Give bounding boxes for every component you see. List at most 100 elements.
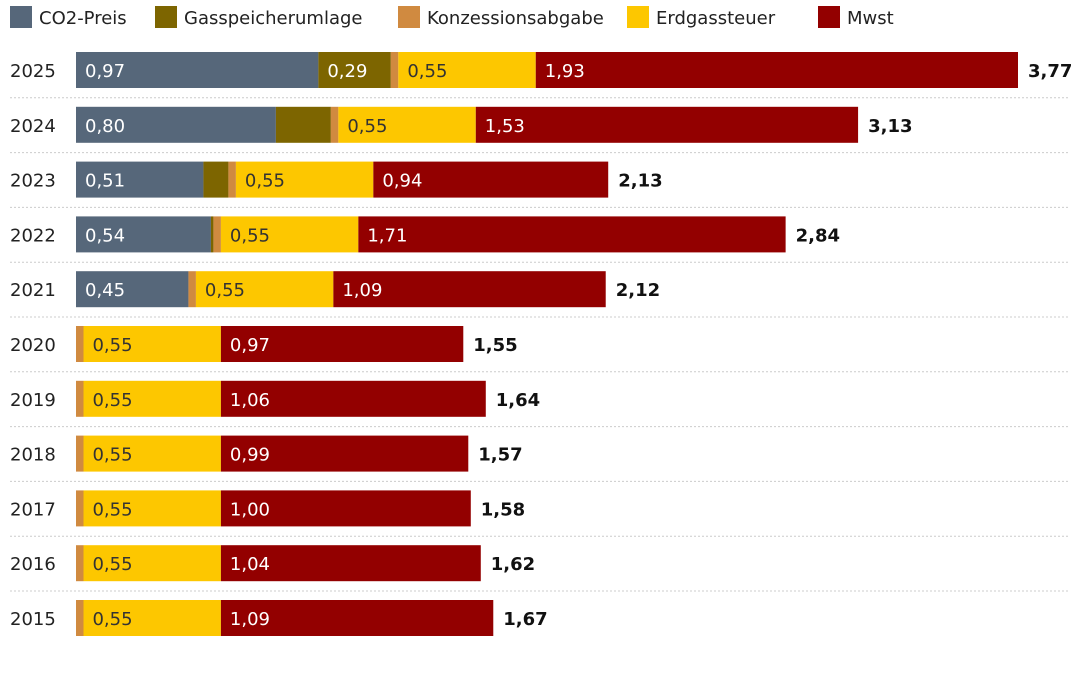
bar-segment [203, 161, 229, 198]
bar-segment [76, 106, 276, 143]
bar-segment [338, 106, 476, 143]
bar-segment [373, 161, 609, 198]
category-label: 2017 [10, 499, 56, 520]
bar-segment [535, 52, 1018, 88]
total-label: 2,12 [616, 280, 660, 301]
data-label: 0,55 [92, 499, 132, 520]
data-label: 1,93 [545, 61, 585, 82]
bar-segment [83, 600, 221, 636]
legend-swatch [398, 6, 420, 28]
total-label: 3,77 [1028, 61, 1072, 82]
total-label: 1,62 [491, 554, 535, 575]
bar-segment [220, 216, 359, 253]
legend-label: Mwst [847, 8, 894, 29]
legend-swatch [818, 6, 840, 28]
bar-segment [76, 161, 204, 198]
bar-segment [220, 490, 471, 527]
bar-segment [318, 52, 391, 88]
category-label: 2016 [10, 554, 56, 575]
category-label: 2020 [10, 335, 56, 356]
data-label: 0,97 [85, 61, 125, 82]
bar-segment [398, 52, 536, 88]
bar-segment [220, 545, 481, 582]
data-label: 0,55 [92, 335, 132, 356]
bar-segment [220, 600, 494, 636]
bar-segment [220, 326, 464, 362]
category-label: 2023 [10, 171, 56, 192]
category-label: 2019 [10, 390, 56, 411]
category-label: 2024 [10, 116, 56, 137]
bar-segment [83, 435, 221, 472]
bar-segment [333, 271, 606, 308]
data-label: 1,00 [230, 499, 270, 520]
bar-segment [275, 106, 331, 143]
legend-label: CO2-Preis [39, 8, 127, 29]
category-label: 2021 [10, 280, 56, 301]
total-label: 1,58 [481, 499, 525, 520]
data-label: 1,09 [230, 609, 270, 630]
bar-segment [76, 271, 189, 308]
total-label: 2,13 [618, 171, 662, 192]
data-label: 0,51 [85, 171, 125, 192]
data-label: 0,29 [327, 61, 367, 82]
data-label: 0,80 [85, 116, 125, 137]
legend-swatch [627, 6, 649, 28]
bar-segment [213, 216, 221, 253]
category-label: 2015 [10, 609, 56, 630]
data-label: 0,55 [92, 554, 132, 575]
data-label: 0,55 [245, 171, 285, 192]
data-label: 0,55 [347, 116, 387, 137]
bar-segment [330, 106, 339, 143]
legend-swatch [10, 6, 32, 28]
data-label: 0,45 [85, 280, 125, 301]
total-label: 1,67 [503, 609, 547, 630]
bar-segment [390, 52, 399, 88]
legend-label: Erdgassteuer [656, 8, 776, 29]
bar-segment [76, 435, 84, 472]
bar-segment [83, 380, 221, 417]
data-label: 1,53 [485, 116, 525, 137]
bar-segment [475, 106, 859, 143]
category-label: 2018 [10, 445, 56, 466]
total-label: 2,84 [796, 225, 840, 246]
bar-segment [358, 216, 786, 253]
data-label: 0,55 [205, 280, 245, 301]
bar-segment [188, 271, 196, 308]
data-label: 0,55 [92, 445, 132, 466]
total-label: 1,55 [473, 335, 517, 356]
legend-label: Konzessionsabgabe [427, 8, 604, 29]
data-label: 0,55 [407, 61, 447, 82]
data-label: 0,55 [92, 609, 132, 630]
total-label: 1,57 [478, 445, 522, 466]
bar-segment [235, 161, 374, 198]
data-label: 1,09 [342, 280, 382, 301]
data-label: 0,55 [230, 225, 270, 246]
data-label: 1,04 [230, 554, 270, 575]
bar-segment [83, 545, 221, 582]
bar-segment [76, 490, 84, 527]
bar-segment [76, 52, 319, 88]
data-label: 0,54 [85, 225, 125, 246]
bar-segment [76, 380, 84, 417]
bar-segment [76, 545, 84, 582]
legend-swatch [155, 6, 177, 28]
total-label: 3,13 [868, 116, 912, 137]
bar-segment [76, 216, 211, 253]
category-label: 2022 [10, 225, 56, 246]
bar-segment [210, 216, 214, 253]
data-label: 0,94 [382, 171, 422, 192]
bar-segment [220, 380, 486, 417]
data-label: 0,99 [230, 445, 270, 466]
bar-segment [76, 326, 84, 362]
total-label: 1,64 [496, 390, 540, 411]
data-label: 0,97 [230, 335, 270, 356]
data-label: 0,55 [92, 390, 132, 411]
bar-segment [220, 435, 469, 472]
bar-segment [228, 161, 236, 198]
bar-segment [83, 326, 221, 362]
data-label: 1,71 [367, 225, 407, 246]
legend-label: Gasspeicherumlage [184, 8, 363, 29]
category-label: 2025 [10, 61, 56, 82]
